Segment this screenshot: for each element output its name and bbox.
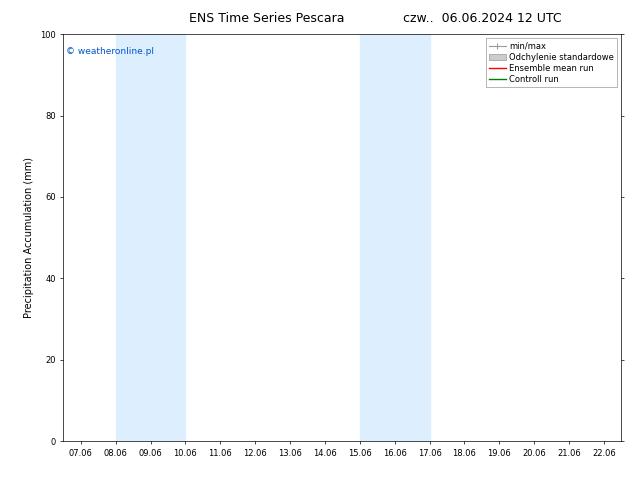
Bar [359, 34, 429, 441]
Bar [116, 34, 185, 441]
Legend: min/max, Odchylenie standardowe, Ensemble mean run, Controll run: min/max, Odchylenie standardowe, Ensembl… [486, 39, 617, 87]
Text: © weatheronline.pl: © weatheronline.pl [66, 47, 154, 55]
Text: czw..  06.06.2024 12 UTC: czw.. 06.06.2024 12 UTC [403, 12, 561, 25]
Y-axis label: Precipitation Accumulation (mm): Precipitation Accumulation (mm) [25, 157, 34, 318]
Text: ENS Time Series Pescara: ENS Time Series Pescara [188, 12, 344, 25]
